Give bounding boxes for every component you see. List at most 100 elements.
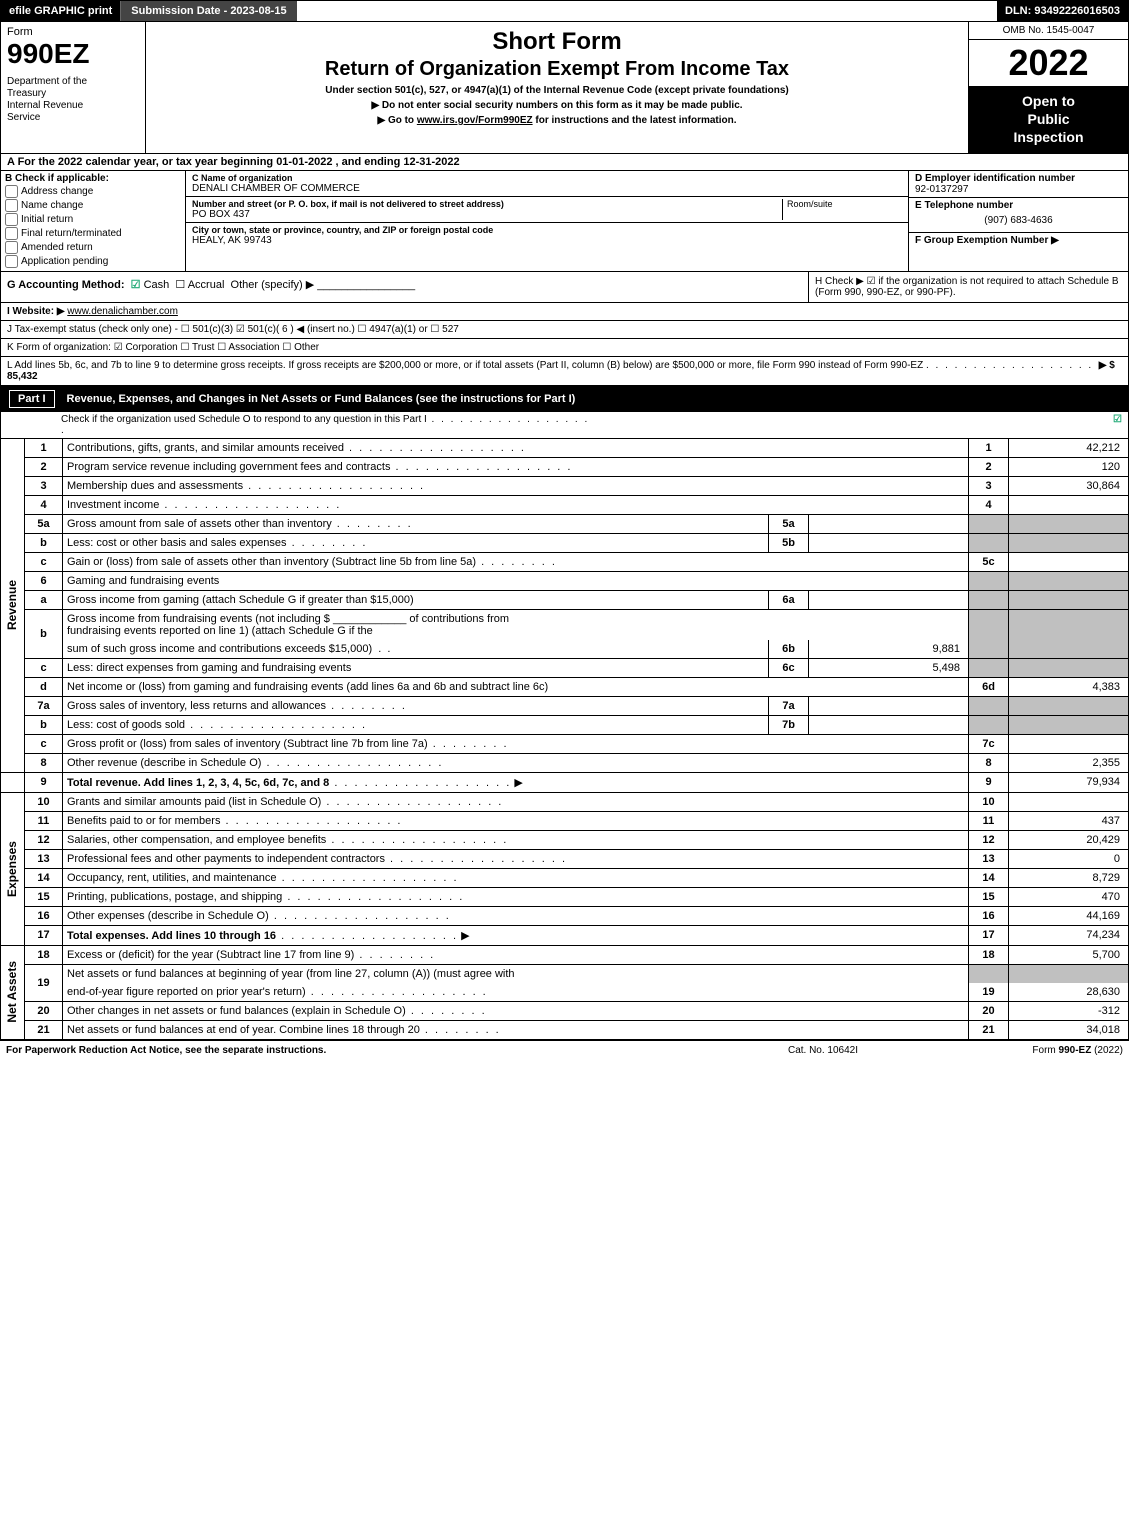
- l6d-num: d: [25, 677, 63, 696]
- subtitle-url[interactable]: ▶ Go to www.irs.gov/Form990EZ for instru…: [152, 115, 962, 126]
- l3-num: 3: [25, 476, 63, 495]
- website-value[interactable]: www.denalichamber.com: [67, 306, 178, 317]
- cash-label: Cash: [144, 279, 170, 291]
- l6-desc: Gaming and fundraising events: [63, 571, 969, 590]
- chk-initial-return[interactable]: Initial return: [5, 213, 181, 226]
- l6c-sn: 6c: [769, 658, 809, 677]
- l4-rn: 4: [969, 495, 1009, 514]
- footer-center: Cat. No. 10642I: [723, 1045, 923, 1056]
- col-c: C Name of organization DENALI CHAMBER OF…: [186, 171, 908, 271]
- footer-left: For Paperwork Reduction Act Notice, see …: [6, 1045, 723, 1056]
- ein-cell: D Employer identification number 92-0137…: [909, 171, 1128, 197]
- l4-rv: [1009, 495, 1129, 514]
- bcd-row: B Check if applicable: Address change Na…: [0, 171, 1129, 272]
- l7a-grey2: [1009, 696, 1129, 715]
- l14-rn: 14: [969, 868, 1009, 887]
- l6-grey2: [1009, 571, 1129, 590]
- chk-application-pending[interactable]: Application pending: [5, 255, 181, 268]
- chk-amended-return[interactable]: Amended return: [5, 241, 181, 254]
- l18-num: 18: [25, 945, 63, 964]
- l14-num: 14: [25, 868, 63, 887]
- l9-desc: Total revenue. Add lines 1, 2, 3, 4, 5c,…: [63, 772, 969, 792]
- lines-table: Revenue 1 Contributions, gifts, grants, …: [0, 439, 1129, 1040]
- l2-num: 2: [25, 457, 63, 476]
- l17-rn: 17: [969, 925, 1009, 945]
- city-value: HEALY, AK 99743: [192, 235, 902, 246]
- l2-desc: Program service revenue including govern…: [63, 457, 969, 476]
- l6c-sv: 5,498: [809, 658, 969, 677]
- l5b-num: b: [25, 533, 63, 552]
- l5a-desc: Gross amount from sale of assets other t…: [63, 514, 769, 533]
- chk-final-return[interactable]: Final return/terminated: [5, 227, 181, 240]
- l8-num: 8: [25, 753, 63, 772]
- l6a-num: a: [25, 590, 63, 609]
- l21-rn: 21: [969, 1020, 1009, 1039]
- l14-rv: 8,729: [1009, 868, 1129, 887]
- l1-num: 1: [25, 439, 63, 458]
- l6b-grey3: [969, 640, 1009, 659]
- l19-num: 19: [25, 964, 63, 1001]
- phone-label: E Telephone number: [915, 200, 1122, 211]
- header-right: OMB No. 1545-0047 2022 Open toPublicInsp…: [968, 22, 1128, 153]
- l7b-num: b: [25, 715, 63, 734]
- col-h: H Check ▶ ☑ if the organization is not r…: [808, 272, 1128, 302]
- l20-desc: Other changes in net assets or fund bala…: [63, 1001, 969, 1020]
- room-label: Room/suite: [782, 199, 902, 220]
- l18-desc: Excess or (deficit) for the year (Subtra…: [63, 945, 969, 964]
- footer-right: Form 990-EZ (2022): [923, 1045, 1123, 1056]
- l7a-desc: Gross sales of inventory, less returns a…: [63, 696, 769, 715]
- chk-name-change[interactable]: Name change: [5, 199, 181, 212]
- l10-desc: Grants and similar amounts paid (list in…: [63, 792, 969, 811]
- row-gh: G Accounting Method: ☑ Cash ☐ Accrual Ot…: [0, 272, 1129, 303]
- l5a-grey2: [1009, 514, 1129, 533]
- l14-desc: Occupancy, rent, utilities, and maintena…: [63, 868, 969, 887]
- topbar-spacer: [297, 1, 997, 21]
- l6d-rv: 4,383: [1009, 677, 1129, 696]
- col-b-header: B Check if applicable:: [5, 173, 181, 184]
- l3-desc: Membership dues and assessments: [63, 476, 969, 495]
- l18-rn: 18: [969, 945, 1009, 964]
- l11-desc: Benefits paid to or for members: [63, 811, 969, 830]
- l5a-num: 5a: [25, 514, 63, 533]
- l6a-grey2: [1009, 590, 1129, 609]
- l6b-desc1: Gross income from fundraising events (no…: [63, 609, 969, 640]
- col-g: G Accounting Method: ☑ Cash ☐ Accrual Ot…: [1, 272, 808, 302]
- chk-address-change[interactable]: Address change: [5, 185, 181, 198]
- l16-rn: 16: [969, 906, 1009, 925]
- l15-desc: Printing, publications, postage, and shi…: [63, 887, 969, 906]
- l16-num: 16: [25, 906, 63, 925]
- l10-rn: 10: [969, 792, 1009, 811]
- l5a-sv: [809, 514, 969, 533]
- efile-print-label[interactable]: efile GRAPHIC print: [1, 1, 120, 21]
- form-number: 990EZ: [7, 38, 139, 70]
- l9-num: 9: [25, 772, 63, 792]
- header-center: Short Form Return of Organization Exempt…: [146, 22, 968, 153]
- l1-rn: 1: [969, 439, 1009, 458]
- l6b-desc2: sum of such gross income and contributio…: [63, 640, 769, 659]
- city-label: City or town, state or province, country…: [192, 225, 902, 235]
- l6c-grey2: [1009, 658, 1129, 677]
- l11-rv: 437: [1009, 811, 1129, 830]
- l8-rv: 2,355: [1009, 753, 1129, 772]
- form-header: Form 990EZ Department of theTreasuryInte…: [0, 22, 1129, 154]
- phone-value: (907) 683-4636: [915, 211, 1122, 230]
- row-i: I Website: ▶ www.denalichamber.com: [0, 303, 1129, 321]
- l15-num: 15: [25, 887, 63, 906]
- other-label: Other (specify) ▶: [231, 279, 315, 291]
- l20-rv: -312: [1009, 1001, 1129, 1020]
- l9-rn: 9: [969, 772, 1009, 792]
- l5a-grey: [969, 514, 1009, 533]
- part1-title: Revenue, Expenses, and Changes in Net As…: [67, 393, 576, 405]
- accounting-label: G Accounting Method:: [7, 279, 125, 291]
- l5a-sn: 5a: [769, 514, 809, 533]
- l6a-sn: 6a: [769, 590, 809, 609]
- accrual-label: Accrual: [188, 279, 225, 291]
- open-to-public: Open toPublicInspection: [969, 86, 1128, 153]
- l6a-sv: [809, 590, 969, 609]
- l7b-grey: [969, 715, 1009, 734]
- l15-rv: 470: [1009, 887, 1129, 906]
- l6b-grey4: [1009, 640, 1129, 659]
- l20-rn: 20: [969, 1001, 1009, 1020]
- l9-rv: 79,934: [1009, 772, 1129, 792]
- subtitle-ssn: ▶ Do not enter social security numbers o…: [152, 100, 962, 111]
